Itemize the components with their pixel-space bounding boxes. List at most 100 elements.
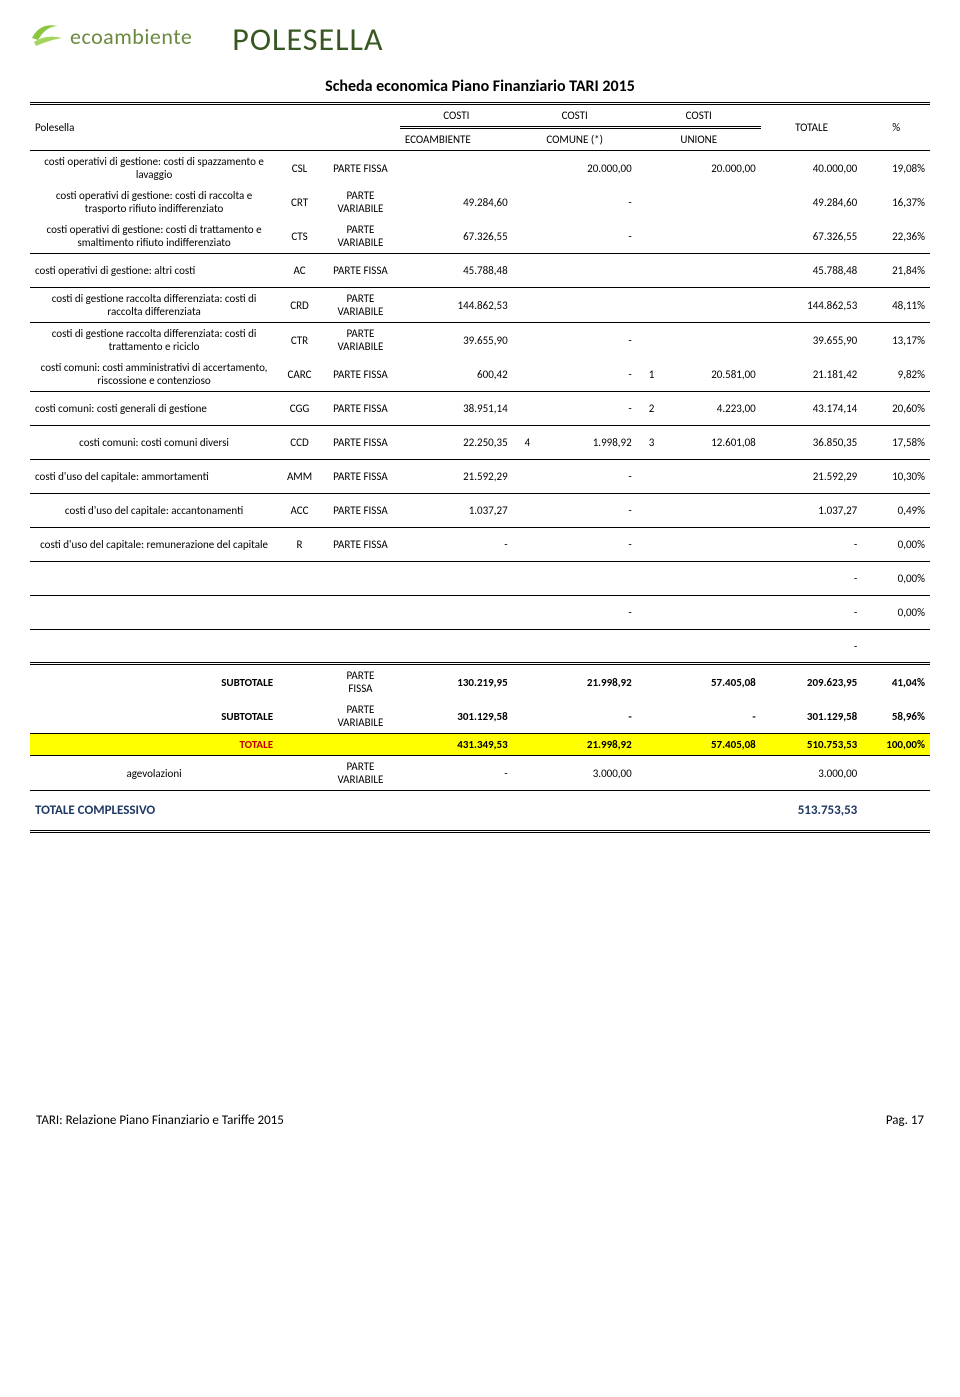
row-eco: 39.655,90 (400, 323, 513, 358)
row-tot: 1.037,27 (761, 494, 863, 528)
row-com (535, 254, 637, 288)
row-tot: 21.181,42 (761, 357, 863, 392)
row-pct: 0,00% (862, 562, 930, 596)
table-row: costi di gestione raccolta differenziata… (30, 288, 930, 323)
footer-left: TARI: Relazione Piano Finanziario e Tari… (36, 1113, 284, 1128)
subtotal-var-type1: PARTE (326, 703, 395, 716)
totale-complessivo-row: TOTALE COMPLESSIVO 513.753,53 (30, 791, 930, 832)
table-row: costi operativi di gestione: costi di ra… (30, 185, 930, 219)
table-row: costi comuni: costi generali di gestione… (30, 392, 930, 426)
row-code: AC (278, 254, 321, 288)
subtotal-var: SUBTOTALE PARTE VARIABILE 301.129,58 - -… (30, 699, 930, 734)
row-eco: 67.326,55 (400, 219, 513, 254)
tot-compl-label: TOTALE COMPLESSIVO (30, 791, 278, 832)
table-row: --0,00% (30, 596, 930, 630)
subtotal-fissa-type2: FISSA (326, 682, 395, 695)
row-desc: costi operativi di gestione: costi di sp… (30, 151, 278, 186)
agevolazioni-row: agevolazioni PARTE VARIABILE - 3.000,00 … (30, 756, 930, 791)
row-pct: 21,84% (862, 254, 930, 288)
agev-uni (659, 756, 761, 791)
totale-uni: 57.405,08 (659, 734, 761, 756)
row-com-note (513, 392, 536, 426)
row-pct: 22,36% (862, 219, 930, 254)
row-type: PARTE FISSA (321, 151, 400, 186)
table-row: costi di gestione raccolta differenziata… (30, 323, 930, 358)
row-com: - (535, 357, 637, 392)
row-uni (659, 323, 761, 358)
row-desc: costi operativi di gestione: costi di ra… (30, 185, 278, 219)
row-uni: 12.601,08 (659, 426, 761, 460)
row-com: - (535, 323, 637, 358)
row-uni (659, 185, 761, 219)
agev-eco: - (400, 756, 513, 791)
subtotal-var-com: - (535, 699, 637, 734)
row-uni-note (637, 219, 660, 254)
row-com-note (513, 357, 536, 392)
row-desc (30, 630, 278, 664)
row-uni-note (637, 562, 660, 596)
row-uni-note (637, 288, 660, 323)
row-code (278, 596, 321, 630)
agev-tot: 3.000,00 (761, 756, 863, 791)
subtotal-var-uni: - (659, 699, 761, 734)
row-eco (400, 596, 513, 630)
row-type: PARTEVARIABILE (321, 288, 400, 323)
row-tot: 36.850,35 (761, 426, 863, 460)
row-type: PARTEVARIABILE (321, 185, 400, 219)
row-desc (30, 562, 278, 596)
totale-eco: 431.349,53 (400, 734, 513, 756)
subtotal-fissa-label: SUBTOTALE (30, 664, 278, 700)
hdr-uni-l2: UNIONE (637, 128, 761, 151)
row-type: PARTE FISSA (321, 528, 400, 562)
row-desc: costi operativi di gestione: costi di tr… (30, 219, 278, 254)
row-pct (862, 630, 930, 664)
row-com-note (513, 254, 536, 288)
row-desc: costi d'uso del capitale: remunerazione … (30, 528, 278, 562)
row-com-note (513, 528, 536, 562)
hdr-tot: TOTALE (761, 104, 863, 151)
row-desc: costi comuni: costi amministrativi di ac… (30, 357, 278, 392)
row-type: PARTEVARIABILE (321, 219, 400, 254)
table-row: costi operativi di gestione: altri costi… (30, 254, 930, 288)
row-code (278, 630, 321, 664)
hdr-com-l1: COSTI (513, 104, 637, 128)
row-com-note (513, 219, 536, 254)
row-eco: 600,42 (400, 357, 513, 392)
row-tot: 39.655,90 (761, 323, 863, 358)
row-code (278, 562, 321, 596)
row-pct: 48,11% (862, 288, 930, 323)
row-desc: costi operativi di gestione: altri costi (30, 254, 278, 288)
row-code: CSL (278, 151, 321, 186)
row-com: - (535, 185, 637, 219)
row-com (535, 630, 637, 664)
agev-type1: PARTE (326, 760, 395, 773)
row-tot: 21.592,29 (761, 460, 863, 494)
header-row-1: Polesella COSTI COSTI COSTI TOTALE % (30, 104, 930, 128)
row-eco: 144.862,53 (400, 288, 513, 323)
row-eco: 22.250,35 (400, 426, 513, 460)
row-code: ACC (278, 494, 321, 528)
subtotal-var-pct: 58,96% (862, 699, 930, 734)
subtotal-var-label: SUBTOTALE (30, 699, 278, 734)
row-com-note (513, 185, 536, 219)
hdr-eco-l1: COSTI (400, 104, 513, 128)
table-row: costi d'uso del capitale: ammortamentiAM… (30, 460, 930, 494)
row-desc: costi comuni: costi generali di gestione (30, 392, 278, 426)
row-eco: 38.951,14 (400, 392, 513, 426)
row-uni (659, 494, 761, 528)
row-pct: 10,30% (862, 460, 930, 494)
row-com: 1.998,92 (535, 426, 637, 460)
row-pct: 16,37% (862, 185, 930, 219)
row-com: - (535, 596, 637, 630)
row-uni (659, 460, 761, 494)
row-uni (659, 528, 761, 562)
row-com (535, 562, 637, 596)
row-uni-note: 1 (637, 357, 660, 392)
row-type: PARTE FISSA (321, 426, 400, 460)
subtotal-fissa-tot: 209.623,95 (761, 664, 863, 700)
totale-com: 21.998,92 (535, 734, 637, 756)
row-tot: 40.000,00 (761, 151, 863, 186)
subtotal-fissa-uni: 57.405,08 (659, 664, 761, 700)
totale-tot: 510.753,53 (761, 734, 863, 756)
row-com: - (535, 494, 637, 528)
